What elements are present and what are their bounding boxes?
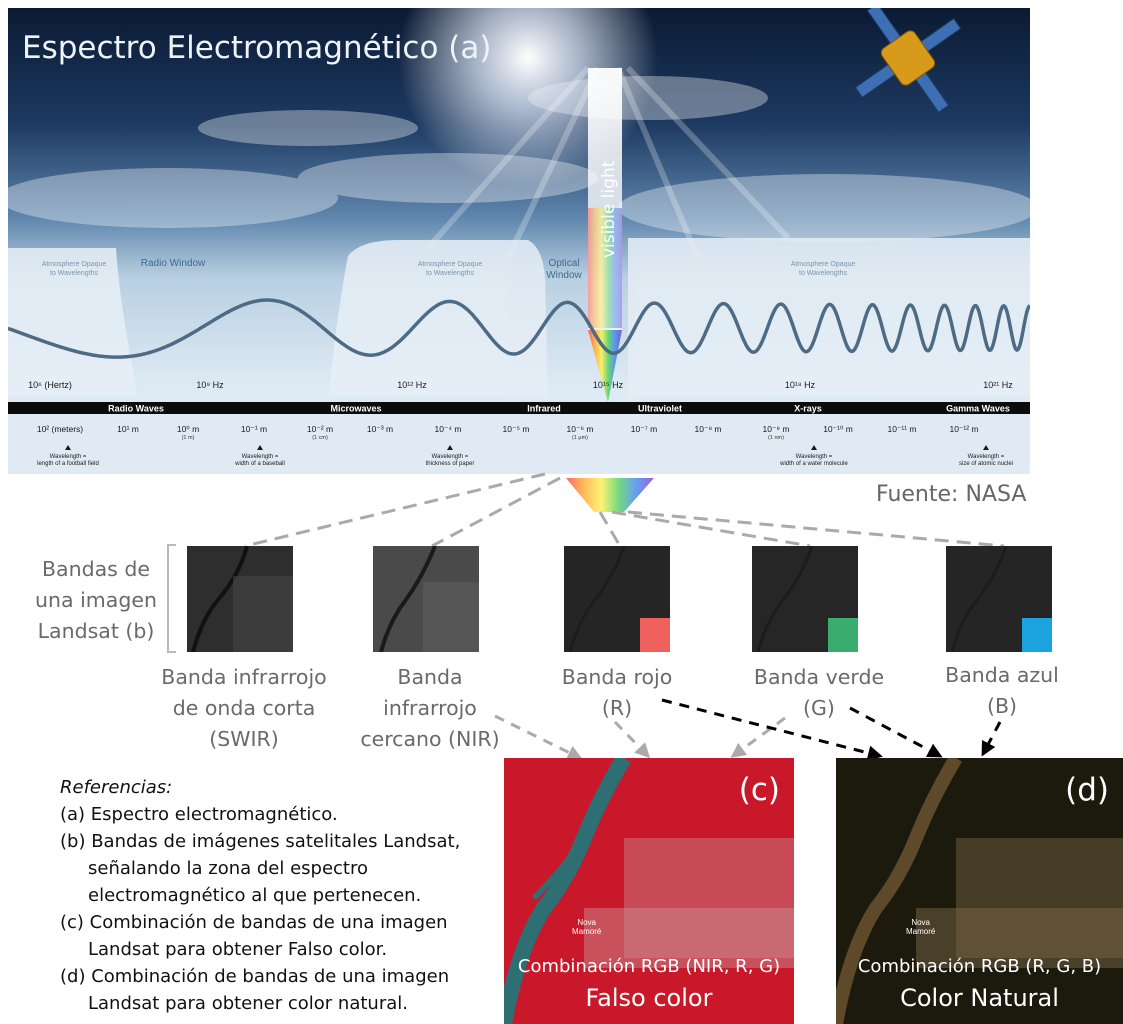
wave-line xyxy=(8,298,1030,359)
group-bracket xyxy=(167,544,176,653)
green-band-image xyxy=(752,546,858,652)
blue-band-image xyxy=(946,546,1052,652)
green-band-swatch xyxy=(828,618,858,652)
nir-band-label: Banda infrarrojo cercano (NIR) xyxy=(360,665,500,751)
opaque-mid-label: Atmosphere Opaque to Wavelengths xyxy=(418,261,483,277)
frequency-label: 10¹⁵ Hz xyxy=(593,380,624,390)
frequency-label: 10¹² Hz xyxy=(397,380,427,390)
frequency-label: 10¹⁸ Hz xyxy=(785,380,816,390)
band-bar xyxy=(8,402,1030,414)
frequency-label: 10²¹ Hz xyxy=(983,380,1013,390)
landsat-bands-label: Bandas de una imagen Landsat (b) xyxy=(35,557,157,643)
wavelength-label: 10⁻³ m xyxy=(367,424,393,434)
blue-to-d-arrow xyxy=(981,721,1002,757)
reference-c: (c) Combinación de bandas de una imagen … xyxy=(60,912,448,960)
wavelength-label: 10⁻⁴ m xyxy=(434,424,461,434)
wavelength-label: 10⁻¹⁰ m xyxy=(823,424,853,434)
wavelength-label: 10⁻¹² m xyxy=(949,424,978,434)
comparison-marker xyxy=(257,445,263,450)
band-name-label: Ultraviolet xyxy=(638,404,682,414)
opaque-right-label: Atmosphere Opaque to Wavelengths xyxy=(791,261,856,277)
swir-band-label: Banda infrarrojo de onda corta (SWIR) xyxy=(161,665,327,751)
false-color-caption: Combinación RGB (NIR, R, G) xyxy=(517,956,781,977)
reference-a: (a) Espectro electromagnético. xyxy=(60,804,338,825)
wavelength-sublabel: (1 µm) xyxy=(572,435,588,441)
natural-color-letter: (d) xyxy=(1065,772,1109,808)
swir-band-image xyxy=(187,546,293,652)
swir-connector xyxy=(244,472,546,548)
references: Referencias: (a) Espectro electromagnéti… xyxy=(60,774,508,1017)
band-name-label: X-rays xyxy=(794,404,822,414)
references-title: Referencias: xyxy=(60,777,173,798)
false-color-composite: (c) Nova Mamoré Combinación RGB (NIR, R,… xyxy=(504,758,794,1024)
false-color-name: Falso color xyxy=(585,984,713,1012)
visible-spectrum-fan xyxy=(566,478,654,512)
comparison-marker xyxy=(65,445,71,450)
wavelength-label: 10⁻⁵ m xyxy=(503,424,530,434)
wavelength-label: 10⁻¹ m xyxy=(241,424,267,434)
source-credit: Fuente: NASA xyxy=(876,482,1027,507)
wavelength-label: 10² (meters) xyxy=(37,424,83,434)
visible-light-label: visible light xyxy=(599,160,619,258)
optical-window-label: Optical Window xyxy=(546,258,582,281)
green-band-label: Banda verde (G) xyxy=(753,665,885,720)
comparison-marker xyxy=(447,445,453,450)
nir-band-image xyxy=(373,546,479,652)
frequency-label: 10⁹ Hz xyxy=(196,380,224,390)
natural-color-caption: Combinación RGB (R, G, B) xyxy=(857,956,1102,977)
band-name-label: Gamma Waves xyxy=(946,404,1010,414)
natural-color-composite: (d) Nova Mamoré Combinación RGB (R, G, B… xyxy=(836,758,1123,1024)
wavelength-sublabel: (1 cm) xyxy=(312,435,328,441)
comparison-note: Wavelength = thickness of paper xyxy=(426,454,475,467)
red-band-swatch xyxy=(640,618,670,652)
spectrum-illustration: visible light Atmosphere Opaque to Wavele… xyxy=(8,8,1030,474)
blue-connector xyxy=(627,510,1005,548)
frequency-label: 10⁶ (Hertz) xyxy=(28,380,72,390)
band-name-label: Radio Waves xyxy=(108,404,164,414)
nir-connector xyxy=(431,476,561,548)
opaque-left-label: Atmosphere Opaque to Wavelengths xyxy=(42,261,107,277)
comparison-marker xyxy=(983,445,989,450)
comparison-note: Wavelength = width of a baseball xyxy=(234,454,285,467)
blue-band-label: Banda azul (B) xyxy=(945,663,1059,718)
wavelength-label: 10⁻⁸ m xyxy=(695,424,722,434)
wavelength-label: 10⁻⁶ m xyxy=(567,424,594,434)
band-name-label: Microwaves xyxy=(330,404,381,414)
red-to-c-arrow xyxy=(613,720,651,759)
comparison-note: Wavelength = size of atomic nuclei xyxy=(959,454,1013,467)
comparison-note: Wavelength = length of a football field xyxy=(37,454,99,467)
wavelength-label: 10¹ m xyxy=(117,424,139,434)
band-name-label: Infrared xyxy=(527,404,561,414)
spectrum-title: Espectro Electromagnético (a) xyxy=(22,30,492,66)
electromagnetic-spectrum-panel: visible light Atmosphere Opaque to Wavele… xyxy=(8,8,1030,474)
red-connector xyxy=(598,511,622,547)
false-color-letter: (c) xyxy=(738,772,780,808)
comparison-note: Wavelength = width of a water molecule xyxy=(779,454,848,467)
wavelength-sublabel: (1 m) xyxy=(182,435,195,441)
nir-to-c-arrow xyxy=(494,714,583,760)
wavelength-sublabel: (1 nm) xyxy=(768,435,784,441)
comparison-marker xyxy=(811,445,817,450)
reference-b: (b) Bandas de imágenes satelitales Lands… xyxy=(60,831,461,906)
green-connector xyxy=(611,510,811,548)
natural-color-name: Color Natural xyxy=(900,984,1059,1012)
wavelength-label: 10⁻⁷ m xyxy=(631,424,657,434)
wavelength-label: 10⁻² m xyxy=(307,424,333,434)
wavelength-label: 10⁰ m xyxy=(177,424,199,434)
natural-color-town-label: Nova Mamoré xyxy=(906,918,936,936)
satellite-icon xyxy=(854,8,962,113)
wavelength-label: 10⁻⁹ m xyxy=(762,424,789,434)
red-band-label: Banda rojo (R) xyxy=(561,665,673,720)
wavelength-label: 10⁻¹¹ m xyxy=(887,424,916,434)
red-band-image xyxy=(564,546,670,652)
radio-window-label: Radio Window xyxy=(141,258,206,269)
red-to-d-arrow xyxy=(661,698,883,761)
false-color-town-label: Nova Mamoré xyxy=(572,918,602,936)
blue-band-swatch xyxy=(1022,618,1052,652)
reference-d: (d) Combinación de bandas de una imagen … xyxy=(60,966,450,1014)
